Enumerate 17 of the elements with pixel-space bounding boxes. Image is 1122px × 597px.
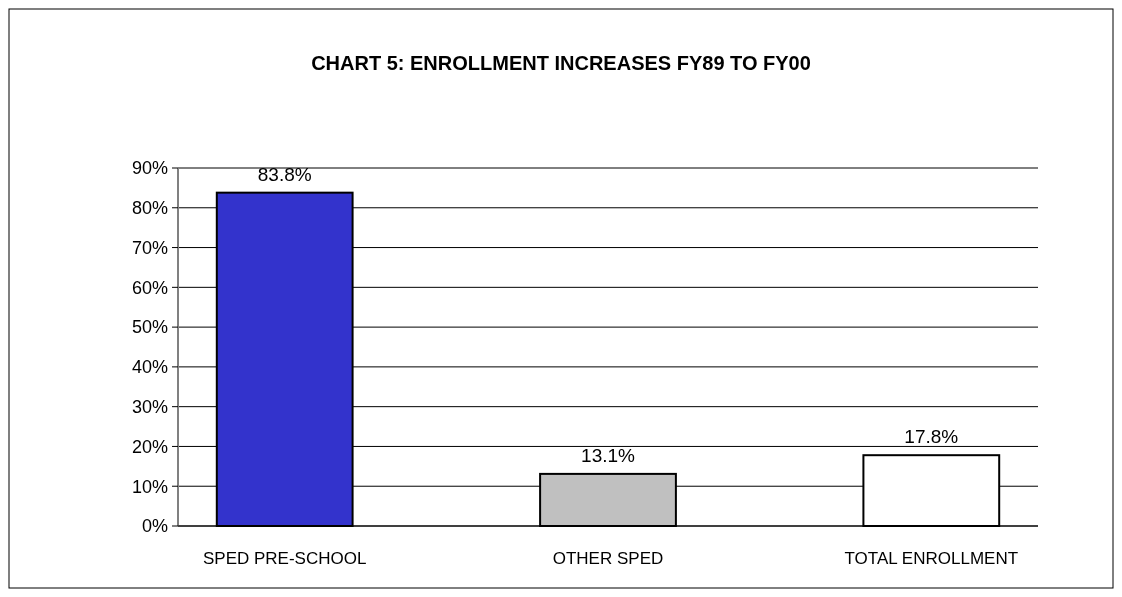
y-tick-label: 50% bbox=[131, 317, 168, 338]
y-tick-label: 10% bbox=[131, 476, 168, 497]
x-tick-label: OTHER SPED bbox=[552, 549, 664, 568]
x-tick-label: SPED PRE-SCHOOL bbox=[202, 549, 367, 568]
x-tick-label: TOTAL ENROLLMENT bbox=[844, 549, 1019, 568]
chart-title: CHART 5: ENROLLMENT INCREASES FY89 TO FY00 bbox=[311, 52, 811, 74]
y-tick-label: 20% bbox=[131, 436, 168, 457]
data-label: 83.8% bbox=[257, 163, 312, 185]
y-tick-label: 0% bbox=[141, 516, 168, 537]
data-label: 17.8% bbox=[904, 426, 959, 448]
y-tick-label: 90% bbox=[131, 158, 168, 179]
y-tick-label: 40% bbox=[131, 357, 168, 378]
y-tick-label: 70% bbox=[131, 237, 168, 258]
y-tick-label: 80% bbox=[131, 198, 168, 219]
y-tick-label: 30% bbox=[131, 396, 168, 417]
y-tick-label: 60% bbox=[131, 277, 168, 298]
data-label: 13.1% bbox=[581, 444, 636, 466]
